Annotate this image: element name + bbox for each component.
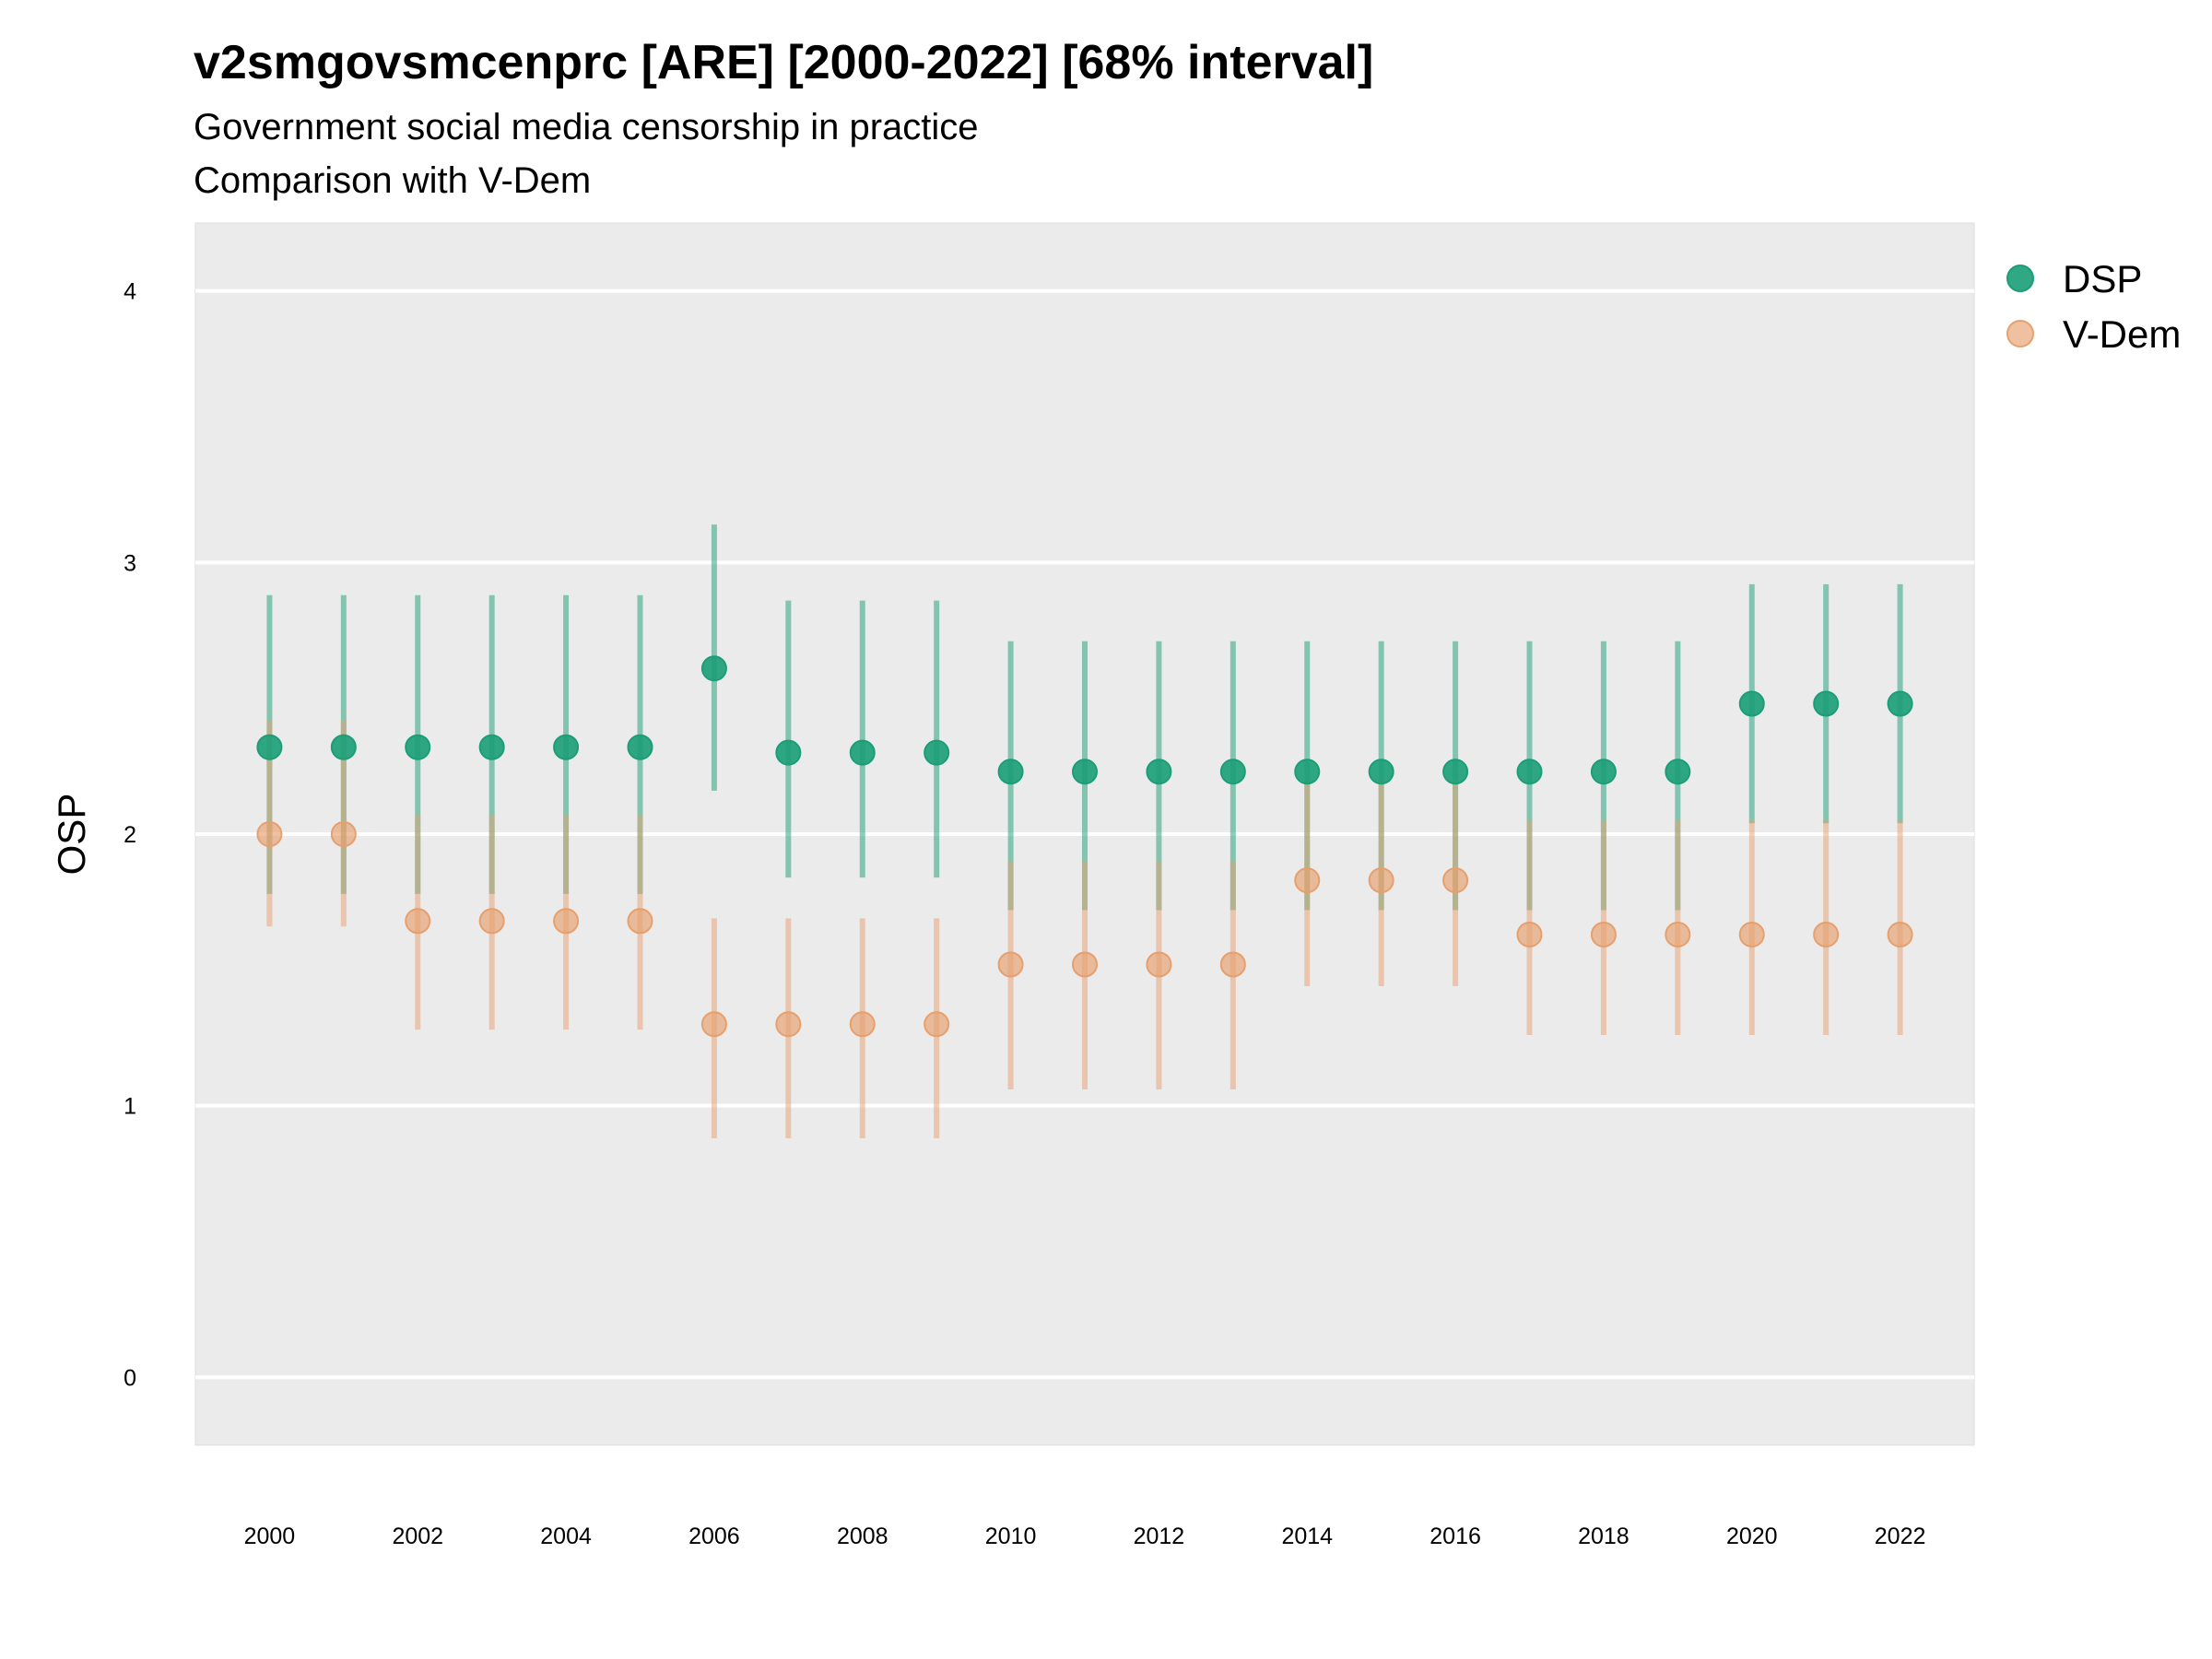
x-tick-label: 2006	[688, 1524, 740, 1549]
point-v-dem-2008	[849, 1011, 876, 1038]
point-v-dem-2001	[330, 821, 357, 847]
x-tick-label: 2010	[985, 1524, 1037, 1549]
y-tick-label: 1	[124, 1094, 136, 1120]
point-dsp-2022	[1887, 690, 1913, 717]
point-dsp-2003	[478, 734, 505, 760]
point-v-dem-2005	[627, 908, 653, 935]
chart-title: v2smgovsmcenprc [ARE] [2000-2022] [68% i…	[194, 36, 1374, 89]
point-v-dem-2000	[256, 821, 283, 847]
point-v-dem-2010	[997, 951, 1024, 978]
point-dsp-2012	[1146, 759, 1172, 785]
x-tick-label: 2002	[392, 1524, 443, 1549]
point-v-dem-2011	[1072, 951, 1098, 978]
y-axis-ticks: 0 1 2 3 4	[124, 279, 136, 1392]
x-tick-label: 2018	[1578, 1524, 1630, 1549]
x-tick-label: 2020	[1726, 1524, 1778, 1549]
y-tick-label: 3	[124, 550, 136, 576]
x-tick-label: 2000	[244, 1524, 296, 1549]
legend-label: DSP	[2063, 257, 2142, 300]
point-dsp-2009	[924, 739, 950, 766]
legend-key-dsp	[2006, 265, 2034, 292]
point-v-dem-2022	[1887, 922, 1913, 948]
x-tick-label: 2022	[1875, 1524, 1926, 1549]
point-v-dem-2013	[1219, 951, 1246, 978]
point-v-dem-2007	[775, 1011, 802, 1038]
point-v-dem-2015	[1368, 867, 1394, 894]
point-v-dem-2003	[478, 908, 505, 935]
chart-subtitle-comparison: Comparison with V-Dem	[194, 160, 592, 201]
point-dsp-2019	[1665, 759, 1691, 785]
point-v-dem-2002	[405, 908, 431, 935]
point-dsp-2001	[330, 734, 357, 760]
point-v-dem-2012	[1146, 951, 1172, 978]
point-v-dem-2006	[700, 1011, 727, 1038]
point-dsp-2021	[1813, 690, 1840, 717]
point-dsp-2008	[849, 739, 876, 766]
chart-subtitle: Government social media censorship in pr…	[194, 107, 979, 147]
y-tick-label: 0	[124, 1365, 136, 1391]
point-v-dem-2009	[924, 1011, 950, 1038]
x-tick-label: 2014	[1281, 1524, 1333, 1549]
point-dsp-2006	[700, 655, 727, 682]
point-v-dem-2021	[1813, 922, 1840, 948]
point-dsp-2010	[997, 759, 1024, 785]
point-v-dem-2020	[1738, 922, 1765, 948]
x-axis-ticks: 2000 2002 2004 2006 2008 2010 2012 2014 2016 2018…	[244, 1524, 1926, 1549]
point-dsp-2015	[1368, 759, 1394, 785]
point-dsp-2002	[405, 734, 431, 760]
point-dsp-2007	[775, 739, 802, 766]
x-tick-label: 2016	[1430, 1524, 1481, 1549]
y-tick-label: 2	[124, 822, 136, 848]
point-v-dem-2014	[1294, 867, 1321, 894]
point-dsp-2013	[1219, 759, 1246, 785]
point-dsp-2014	[1294, 759, 1321, 785]
point-v-dem-2004	[553, 908, 580, 935]
legend-label: V-Dem	[2063, 312, 2181, 356]
point-dsp-2004	[553, 734, 580, 760]
point-dsp-2011	[1072, 759, 1098, 785]
point-dsp-2000	[256, 734, 283, 760]
y-axis-title: OSP	[50, 794, 93, 876]
point-v-dem-2019	[1665, 922, 1691, 948]
point-v-dem-2018	[1590, 922, 1617, 948]
legend-key-v-dem	[2006, 320, 2034, 347]
x-tick-label: 2012	[1134, 1524, 1185, 1549]
point-v-dem-2017	[1516, 922, 1543, 948]
legend: DSP V-Dem	[2006, 257, 2181, 356]
point-dsp-2005	[627, 734, 653, 760]
point-dsp-2017	[1516, 759, 1543, 785]
x-tick-label: 2004	[540, 1524, 592, 1549]
point-dsp-2018	[1590, 759, 1617, 785]
point-v-dem-2016	[1442, 867, 1469, 894]
point-dsp-2020	[1738, 690, 1765, 717]
x-tick-label: 2008	[837, 1524, 888, 1549]
y-tick-label: 4	[124, 279, 136, 305]
point-dsp-2016	[1442, 759, 1469, 785]
data-points	[256, 655, 1913, 1038]
